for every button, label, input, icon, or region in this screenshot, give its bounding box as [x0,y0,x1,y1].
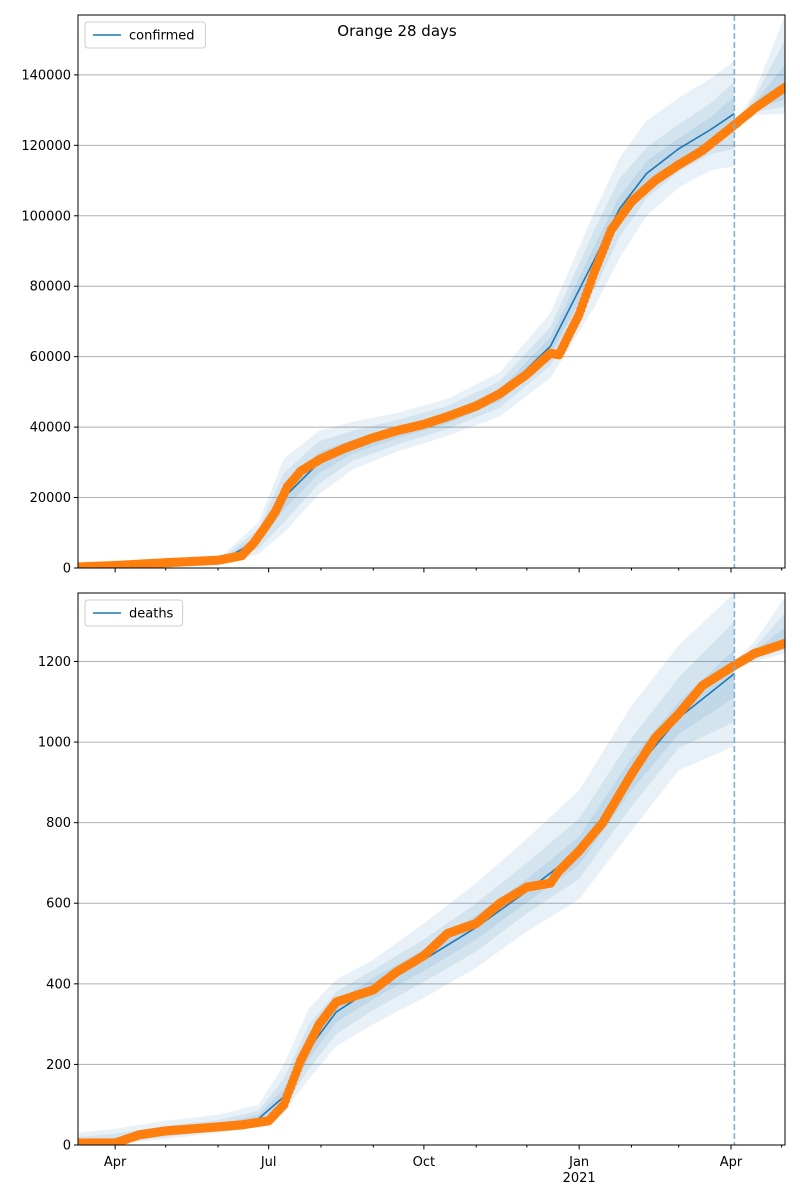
x-tick-label: Apr [104,1155,127,1170]
observed-points [78,82,785,568]
y-tick-label: 40000 [30,421,71,436]
observed-points [78,638,785,1145]
y-tick-label: 400 [46,977,71,992]
y-tick-label: 1000 [38,736,71,751]
legend-box [84,599,184,627]
plot-area [78,15,785,568]
axes-frame [77,14,786,569]
deaths-panel: 0 200 400 600 800 1000 1200 Apr Jul Oct Jan 2021 Apr… [38,592,786,1186]
y-tick-label: 20000 [30,491,71,506]
x-tick-label-line: Jul [260,1155,277,1170]
y-tick-label: 80000 [30,280,71,295]
legend-label: confirmed [129,29,195,44]
y-tick-label: 200 [46,1058,71,1073]
legend: deaths [84,599,184,627]
x-tick-label-line: Jan [568,1155,589,1170]
observed-point [780,82,785,92]
plot-area [78,593,785,1145]
y-tick-label: 1200 [38,655,71,670]
y-tick-label: 600 [46,897,71,912]
x-tick-label: Jul [260,1155,277,1170]
forecast-band [734,39,785,129]
y-tick-label: 0 [63,562,71,577]
x-tick-label-line: Oct [413,1155,435,1170]
legend: confirmed [84,21,206,49]
y-tick-label: 800 [46,816,71,831]
legend-label: deaths [129,607,174,622]
y-tick-label: 100000 [21,209,71,224]
x-tick-label-line: Apr [104,1155,127,1170]
figure-title: Orange 28 days [337,22,457,40]
axes-frame [77,592,786,1146]
x-tick-label-line: 2021 [563,1171,596,1186]
x-tick-label: Apr [720,1155,743,1170]
confirmed-panel: 0 20000 40000 60000 80000 100000 120000 140000 c… [21,14,786,577]
y-tick-label: 120000 [21,139,71,154]
legend-box [84,21,206,49]
y-tick-label: 60000 [30,350,71,365]
x-tick-label: Oct [413,1155,435,1170]
uncertainty-band [78,60,735,568]
y-tick-label: 0 [63,1139,71,1154]
x-tick-label: Jan 2021 [563,1155,596,1186]
y-tick-label: 140000 [21,68,71,83]
observed-point [780,638,785,648]
x-tick-label-line: Apr [720,1155,743,1170]
